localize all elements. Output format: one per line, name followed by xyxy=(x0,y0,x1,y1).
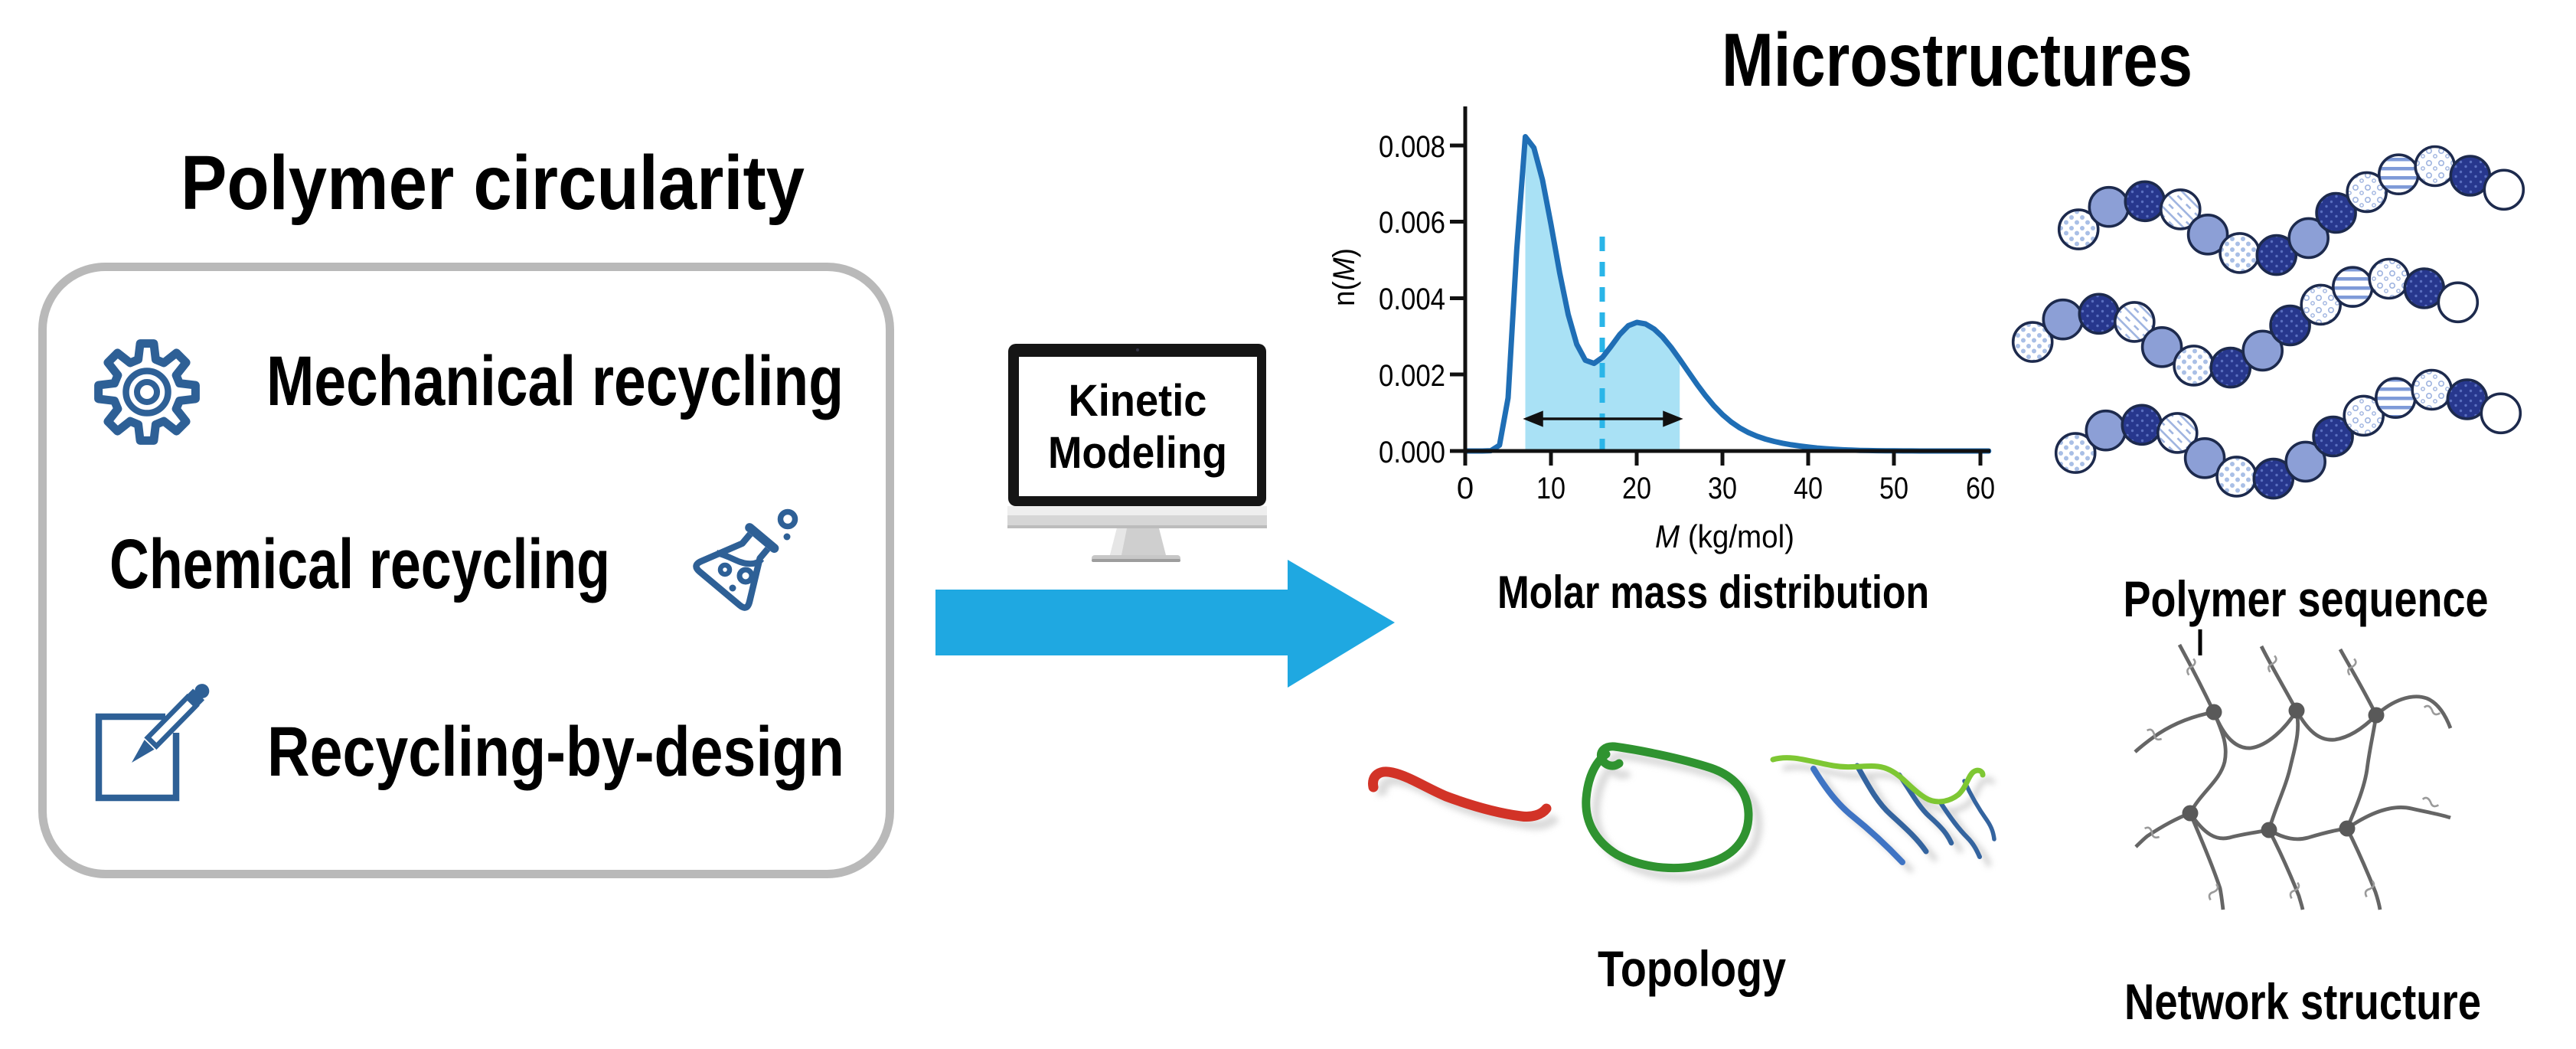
svg-text:0.000: 0.000 xyxy=(1379,436,1445,469)
svg-text:0.008: 0.008 xyxy=(1379,130,1445,164)
svg-text:Kinetic: Kinetic xyxy=(1069,376,1207,426)
svg-text:M (kg/mol): M (kg/mol) xyxy=(1655,518,1794,554)
svg-text:30: 30 xyxy=(1708,472,1737,505)
svg-text:Molar mass distribution: Molar mass distribution xyxy=(1497,567,1929,618)
svg-text:Modeling: Modeling xyxy=(1048,428,1227,478)
svg-text:Recycling-by-design: Recycling-by-design xyxy=(267,713,844,791)
svg-text:50: 50 xyxy=(1879,472,1908,505)
svg-text:Topology: Topology xyxy=(1598,940,1786,997)
svg-text:Chemical recycling: Chemical recycling xyxy=(109,525,610,603)
svg-text:n(M): n(M) xyxy=(1327,248,1361,306)
svg-text:40: 40 xyxy=(1794,472,1823,505)
svg-text:Polymer sequence: Polymer sequence xyxy=(2124,570,2489,627)
svg-text:0.002: 0.002 xyxy=(1379,359,1445,393)
svg-text:Polymer circularity: Polymer circularity xyxy=(181,140,805,226)
svg-text:Microstructures: Microstructures xyxy=(1722,18,2192,102)
svg-text:60: 60 xyxy=(1966,472,1995,505)
svg-text:0: 0 xyxy=(1457,472,1474,505)
svg-text:Network structure: Network structure xyxy=(2124,973,2481,1030)
svg-text:0.004: 0.004 xyxy=(1379,283,1445,316)
svg-text:0.006: 0.006 xyxy=(1379,206,1445,240)
svg-text:20: 20 xyxy=(1622,472,1651,505)
svg-text:Mechanical recycling: Mechanical recycling xyxy=(266,342,844,420)
svg-text:10: 10 xyxy=(1536,472,1566,505)
